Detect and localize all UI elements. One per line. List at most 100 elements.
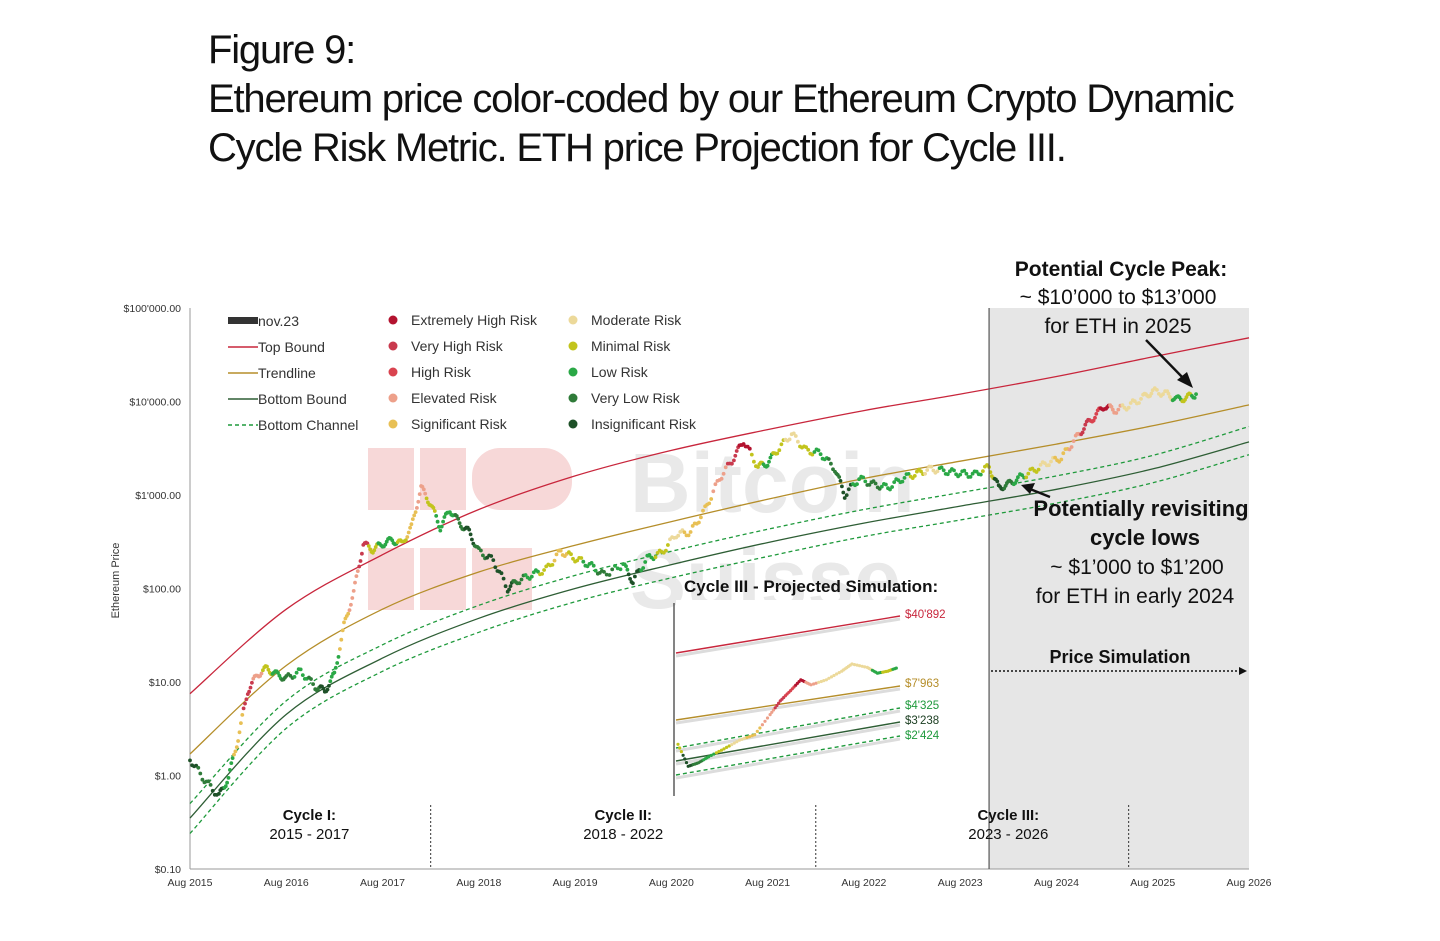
price-point	[653, 555, 658, 560]
legend-risk-label: Extremely High Risk	[411, 312, 538, 328]
inset-price-point	[684, 761, 689, 765]
price-point	[589, 561, 594, 565]
price-point	[479, 548, 483, 553]
legend-risk-dot	[388, 341, 398, 351]
price-point	[423, 491, 428, 496]
inset-price-point	[855, 663, 859, 667]
price-point	[575, 558, 580, 563]
price-point	[1014, 478, 1019, 483]
price-point	[867, 483, 872, 487]
price-point	[842, 496, 847, 500]
inset-price-point	[852, 663, 857, 667]
price-point	[542, 568, 546, 572]
price-point	[196, 765, 201, 770]
price-point	[481, 553, 485, 558]
price-point	[406, 530, 411, 535]
inset-price-point	[827, 676, 831, 680]
price-point	[699, 515, 703, 520]
price-point	[261, 668, 265, 673]
inset-price-point	[863, 665, 867, 669]
price-point	[1149, 391, 1154, 396]
price-point	[339, 637, 344, 642]
price-point	[647, 553, 652, 557]
price-point	[829, 461, 833, 466]
inset-end-value: $7'963	[905, 678, 939, 690]
price-point	[244, 697, 249, 702]
legend-risk-label: High Risk	[411, 364, 472, 380]
price-point	[435, 519, 440, 524]
cycle-years: 2018 - 2022	[583, 826, 663, 843]
price-point	[1083, 422, 1088, 427]
x-tick-label: Aug 2024	[1034, 877, 1079, 889]
inset-price-point	[824, 678, 829, 682]
price-point	[777, 448, 782, 453]
inset-simulation: Cycle III - Projected Simulation: $40'892…	[673, 577, 946, 796]
price-point	[709, 497, 714, 501]
watermark-logo-block	[368, 448, 414, 510]
price-point	[900, 479, 905, 484]
price-point	[888, 487, 892, 492]
annotations: Potential Cycle Peak: ~ $10’000 to $13’00…	[991, 258, 1249, 675]
price-point	[503, 584, 508, 589]
price-point	[591, 563, 596, 568]
inset-price-point	[722, 747, 726, 751]
legend-risk-label: Low Risk	[591, 364, 649, 380]
price-point	[688, 530, 693, 534]
legend-risk-dot	[568, 393, 578, 403]
figure-caption-line2: Cycle Risk Metric. ETH price Projection …	[208, 126, 1067, 170]
price-point	[906, 472, 911, 476]
axes: $100'000.00 $10'000.00 $1'000.00 $100.00 $10…	[110, 303, 1272, 889]
price-point	[230, 756, 235, 760]
peak-arrow-line	[1145, 339, 1187, 382]
legend-risk-dot	[568, 315, 578, 325]
price-point	[935, 469, 940, 474]
price-point	[340, 628, 345, 633]
legend-swatch-nov23	[228, 317, 258, 324]
price-point	[624, 564, 628, 568]
price-point	[259, 671, 264, 676]
cycle-years: 2015 - 2017	[269, 826, 349, 843]
price-point	[250, 680, 254, 685]
price-point	[791, 431, 796, 436]
inset-price-point	[719, 748, 724, 752]
watermark-logo-block	[472, 448, 572, 510]
price-point	[499, 571, 504, 576]
price-point	[1126, 405, 1131, 410]
trendline	[189, 404, 1250, 755]
price-point	[995, 479, 1000, 484]
price-point	[335, 661, 340, 665]
price-point	[439, 524, 444, 529]
peak-arrow-head	[1177, 372, 1193, 388]
legend-label: nov.23	[258, 313, 299, 329]
price-point	[721, 471, 726, 476]
price-point	[437, 525, 441, 529]
inset-price-point	[753, 733, 757, 737]
price-point	[405, 535, 410, 539]
y-tick-label: $10.00	[149, 677, 181, 689]
price-point	[357, 564, 362, 569]
price-point	[1166, 391, 1171, 396]
price-point	[1155, 388, 1159, 392]
lows-arrow-line	[1029, 487, 1051, 499]
inset-price-point	[683, 757, 687, 761]
price-point	[554, 552, 559, 557]
price-point	[804, 445, 808, 449]
price-point	[890, 485, 894, 489]
price-point	[198, 771, 203, 776]
price-point	[787, 437, 792, 442]
price-point	[328, 679, 333, 684]
price-point	[421, 487, 426, 492]
price-point	[351, 589, 356, 593]
inset-price-point	[765, 716, 770, 720]
price-point	[816, 448, 821, 453]
price-point	[240, 713, 245, 717]
price-point	[841, 490, 846, 495]
price-point	[1192, 396, 1197, 400]
price-point	[243, 701, 247, 706]
price-point	[863, 479, 868, 484]
price-point	[902, 476, 907, 480]
price-point	[618, 567, 623, 572]
price-point	[643, 560, 648, 564]
legend-risk-dot	[388, 419, 398, 429]
